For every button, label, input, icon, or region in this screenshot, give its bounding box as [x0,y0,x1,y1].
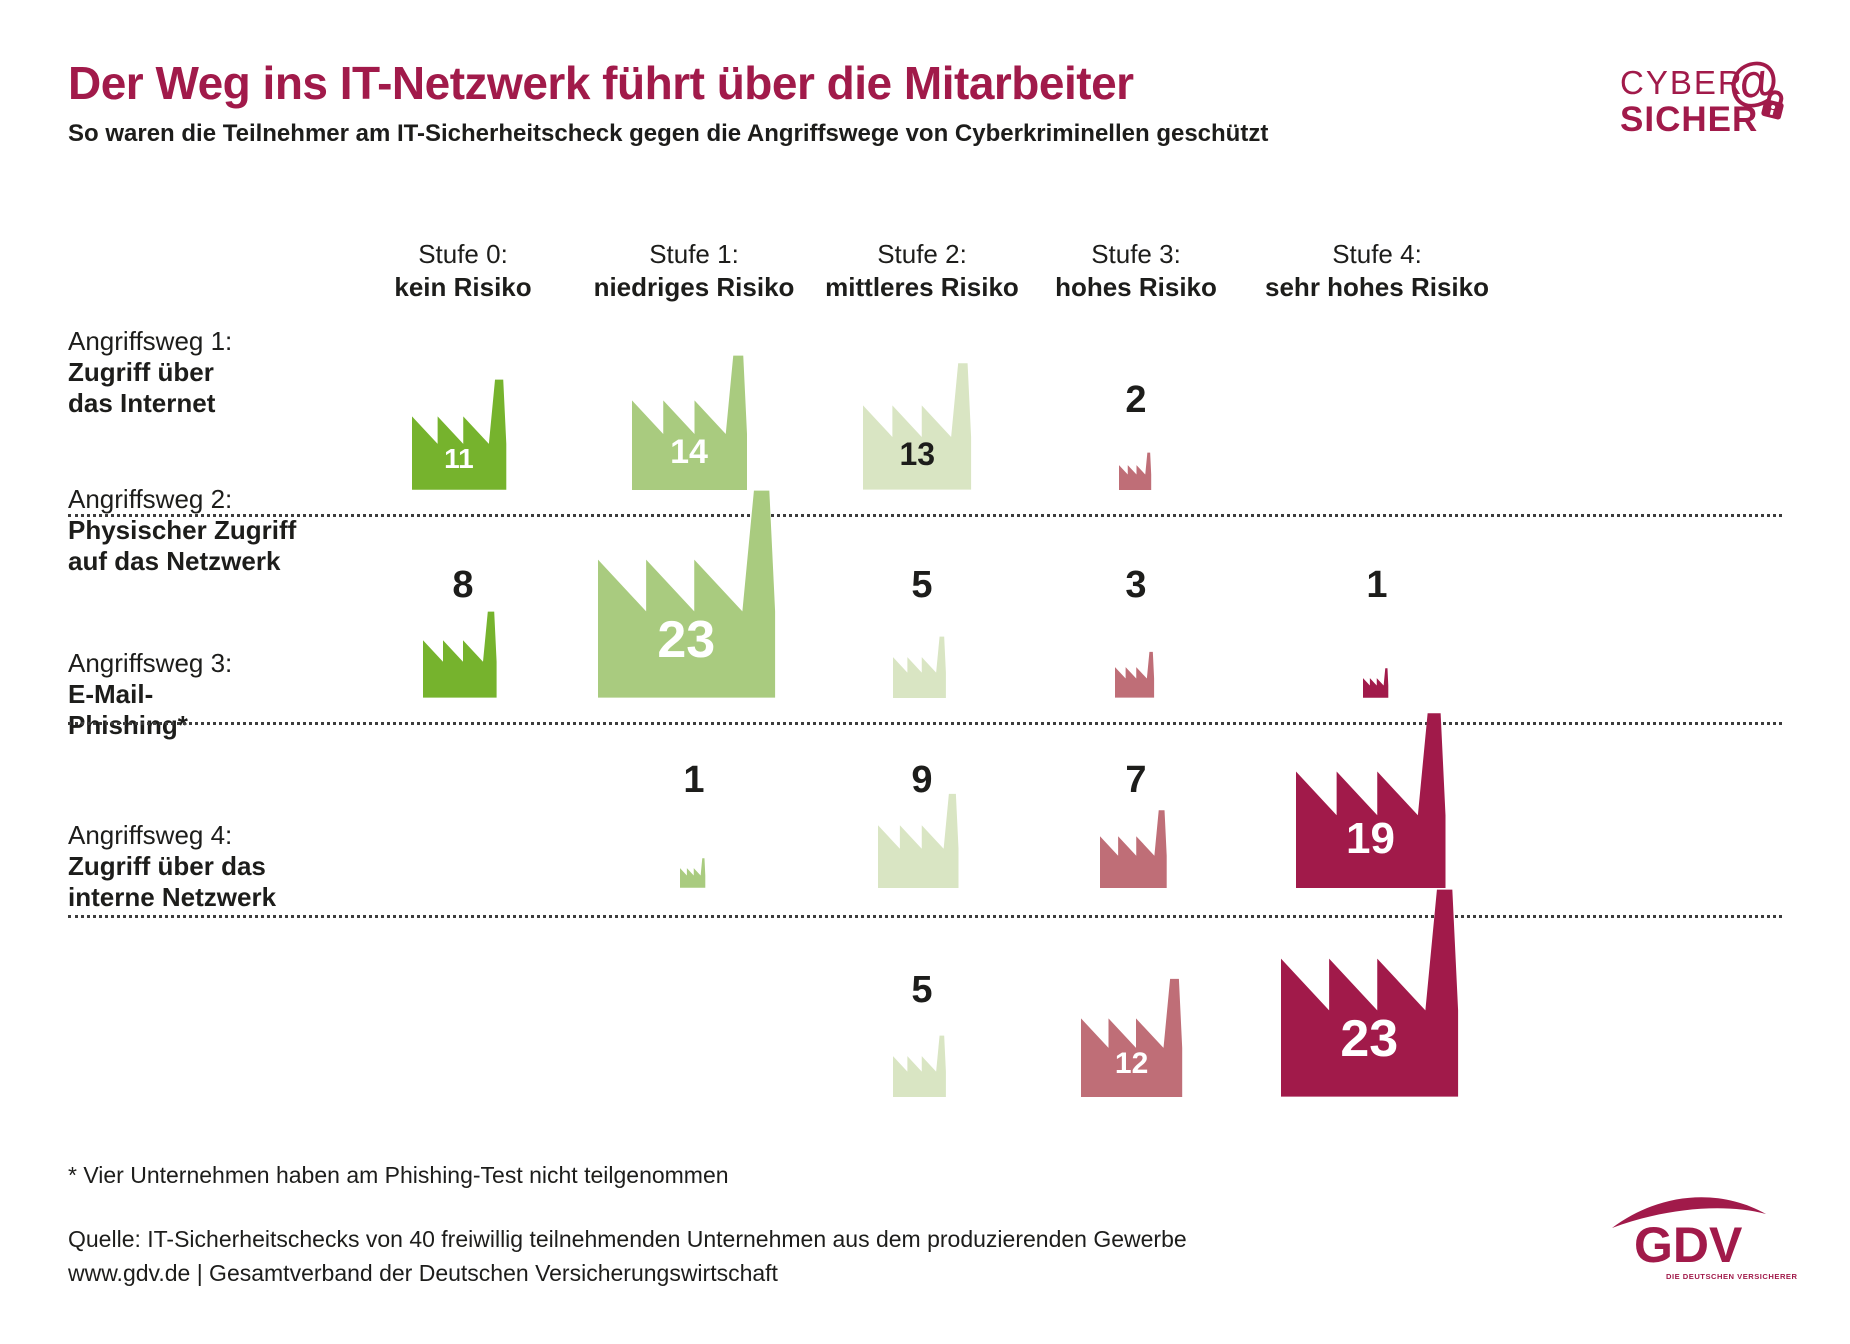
column-header-stufe-label: Stufe 4: [1332,239,1422,269]
factory-icon [1081,978,1183,1097]
column-header-stufe-label: Stufe 1: [649,239,739,269]
cell-value: 1 [1366,564,1388,606]
column-header-stufe-4: Stufe 4: sehr hohes Risiko [1247,238,1507,304]
row-separator-3 [68,915,1782,918]
row-label-line3: auf das Netzwerk [68,546,281,576]
cell-value: 14 [670,433,708,472]
source-block: Quelle: IT-Sicherheitschecks von 40 frei… [68,1222,1187,1290]
row-label-angriffsweg-4: Angriffsweg 4: Zugriff über das interne … [68,820,388,913]
factory-icon [680,858,706,888]
gdv-logo-text: GDV [1634,1217,1743,1273]
row-label-angriffsweg-3: Angriffsweg 3: E-Mail- Phishing* [68,648,388,741]
cell-value: 23 [657,610,716,669]
row-label-line2: E-Mail- [68,679,154,709]
row-label-line1: Angriffsweg 3: [68,648,233,678]
cell-value: 5 [911,564,933,606]
factory-icon [423,611,497,698]
column-header-risk-label: niedriges Risiko [593,272,795,302]
factory-icon [631,355,747,490]
cyber-sicher-logo-line2: SICHER [1620,100,1759,139]
row-label-line1: Angriffsweg 1: [68,326,233,356]
cell-value: 8 [452,564,474,606]
page-title: Der Weg ins IT-Netzwerk führt über die M… [68,57,1134,109]
cell-value: 23 [1340,1009,1399,1068]
padlock-icon [1756,87,1790,127]
factory-icon [1118,452,1151,490]
factory-icon [893,636,947,698]
footnote: * Vier Unternehmen haben am Phishing-Tes… [68,1162,729,1188]
factory-icon [1114,652,1154,698]
column-header-risk-label: mittleres Risiko [825,272,1019,302]
factory-icon [1295,713,1446,888]
column-header-risk-label: hohes Risiko [1055,272,1217,302]
row-label-line1: Angriffsweg 2: [68,484,233,514]
cell-value: 7 [1125,759,1147,801]
row-label-angriffsweg-1: Angriffsweg 1: Zugriff über das Internet [68,326,388,419]
row-separator-2 [68,722,1782,725]
gdv-swoosh-icon [1612,1197,1766,1228]
row-separator-1 [68,514,1782,517]
column-header-risk-label: sehr hohes Risiko [1265,272,1489,302]
factory-icon [1099,810,1167,888]
cell-value: 2 [1125,379,1147,421]
row-label-line1: Angriffsweg 4: [68,820,233,850]
source-line1: Quelle: IT-Sicherheitschecks von 40 frei… [68,1226,1187,1252]
cell-value: 3 [1125,564,1147,606]
factory-icon [1363,668,1389,698]
source-line2: www.gdv.de | Gesamtverband der Deutschen… [68,1260,778,1286]
cell-value: 1 [683,759,705,801]
cell-value: 19 [1346,813,1395,863]
column-header-stufe-label: Stufe 0: [418,239,508,269]
factory-icon [1280,890,1458,1097]
cell-value: 13 [899,436,936,473]
row-label-line3: interne Netzwerk [68,882,277,912]
row-label-line3: Phishing* [68,710,188,740]
gdv-logo: GDV DIE DEUTSCHEN VERSICHERER [1608,1186,1798,1291]
factory-icon [878,793,959,888]
column-header-stufe-3: Stufe 3: hohes Risiko [1006,238,1266,304]
row-label-line2: Zugriff über das [68,851,266,881]
page-subtitle: So waren die Teilnehmer am IT-Sicherheit… [68,120,1269,147]
cell-value: 11 [444,443,474,474]
column-header-stufe-label: Stufe 3: [1091,239,1181,269]
cell-value: 5 [911,969,933,1011]
factory-icon [597,491,775,698]
row-label-angriffsweg-2: Angriffsweg 2: Physischer Zugriff auf da… [68,484,388,577]
factory-icon [863,363,972,490]
gdv-logo-tagline: DIE DEUTSCHEN VERSICHERER [1666,1272,1798,1281]
row-label-line2: Zugriff über [68,357,214,387]
factory-icon [893,1035,947,1097]
row-label-line2: Physischer Zugriff [68,515,297,545]
factory-icon [411,379,507,490]
column-header-stufe-2: Stufe 2: mittleres Risiko [792,238,1052,304]
column-header-risk-label: kein Risiko [394,272,532,302]
column-header-stufe-0: Stufe 0: kein Risiko [333,238,593,304]
row-label-line3: das Internet [68,388,216,418]
cell-value: 12 [1114,1046,1149,1080]
cell-value: 9 [911,759,933,801]
column-header-stufe-1: Stufe 1: niedriges Risiko [564,238,824,304]
column-header-stufe-label: Stufe 2: [877,239,967,269]
cyber-sicher-logo: CYBER @ SICHER [1620,50,1820,146]
cyber-sicher-logo-line1: CYBER [1620,64,1744,101]
